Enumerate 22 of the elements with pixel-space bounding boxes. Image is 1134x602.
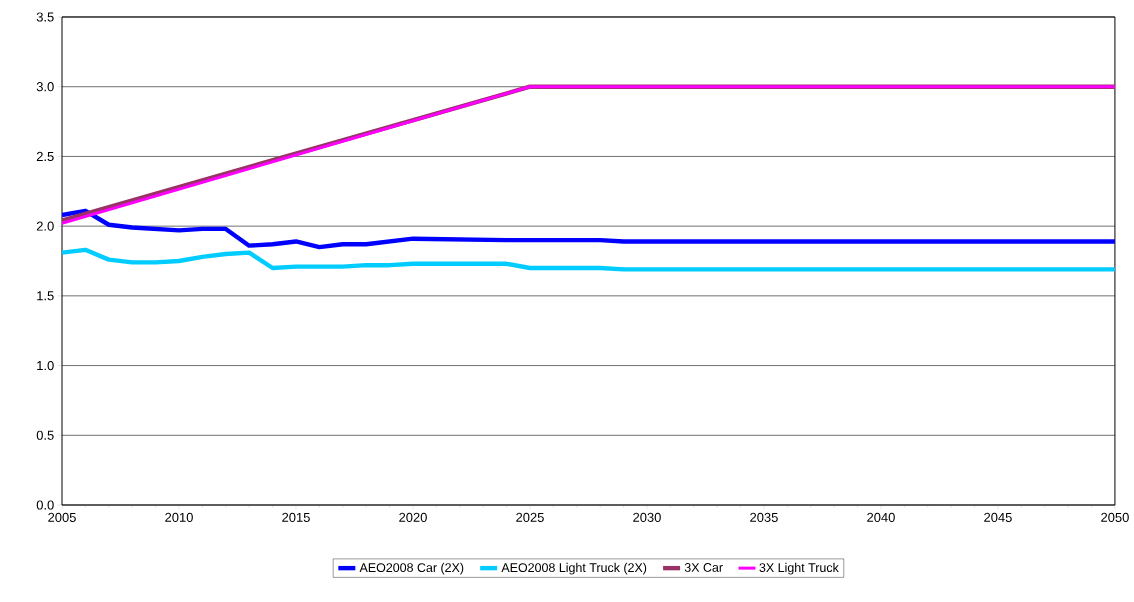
x-tick-label: 2010 [165, 512, 193, 522]
x-tick-label: 2020 [399, 512, 427, 522]
y-tick-label: 3.5 [36, 12, 54, 22]
x-tick-label: 2050 [1101, 512, 1129, 522]
legend-label: AEO2008 Car (2X) [359, 562, 464, 575]
x-tick-label: 2025 [516, 512, 544, 522]
y-tick-label: 2.5 [36, 151, 54, 162]
x-tick-label: 2040 [867, 512, 895, 522]
y-tick-label: 0.0 [36, 500, 54, 510]
x-tick-label: 2045 [984, 512, 1012, 522]
x-tick-label: 2035 [750, 512, 778, 522]
y-tick-label: 2.0 [36, 221, 54, 231]
x-tick-label: 2005 [48, 512, 76, 522]
y-tick-label: 1.5 [37, 291, 54, 301]
y-tick-label: 0.5 [36, 430, 54, 440]
legend-label: AEO2008 Light Truck (2X) [501, 562, 647, 575]
x-tick-label: 2015 [282, 512, 310, 522]
legend-label: 3X Car [684, 563, 723, 572]
y-tick-label: 3.0 [36, 82, 54, 92]
legend-label: 3X Light Truck [759, 562, 839, 575]
y-tick-label: 1.0 [37, 360, 54, 371]
x-tick-label: 2030 [633, 512, 661, 522]
